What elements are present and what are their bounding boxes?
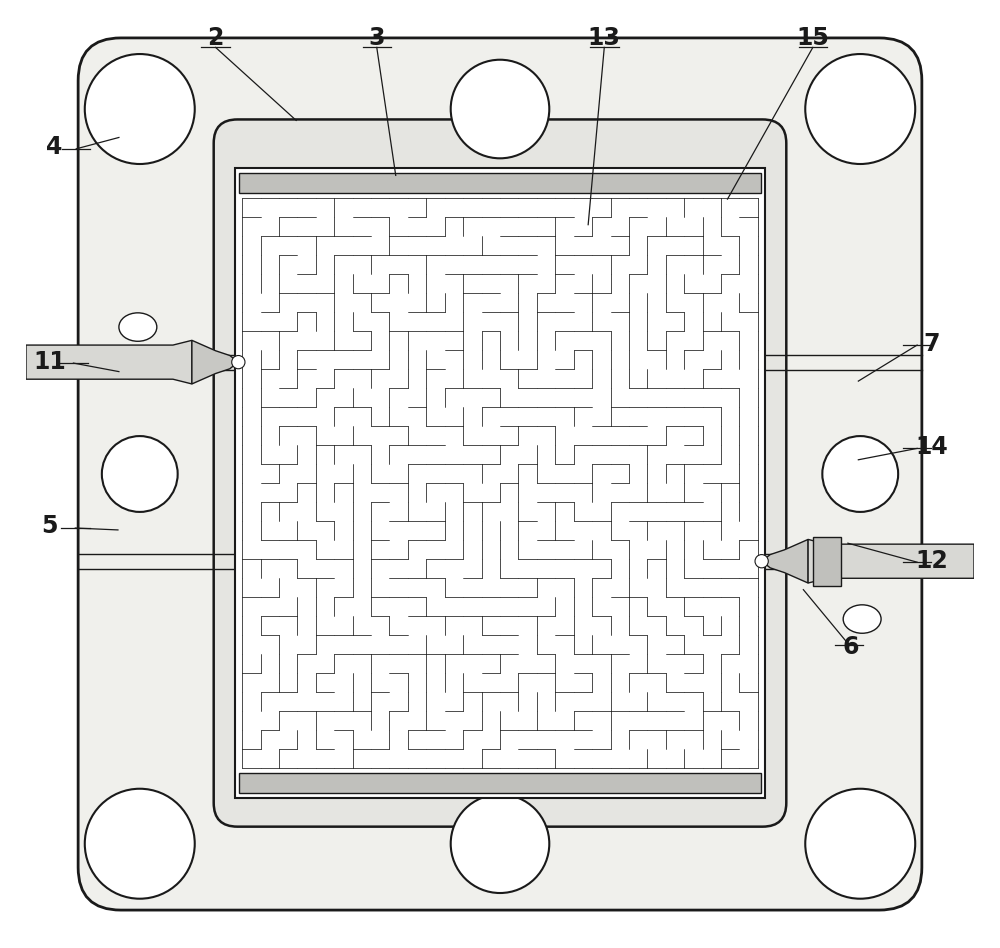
Polygon shape (808, 539, 974, 583)
Text: 4: 4 (46, 135, 63, 159)
Circle shape (805, 54, 915, 164)
Text: 12: 12 (915, 549, 948, 574)
Text: 3: 3 (369, 26, 385, 50)
FancyBboxPatch shape (214, 119, 786, 827)
FancyBboxPatch shape (78, 38, 922, 910)
Text: 2: 2 (207, 26, 224, 50)
Bar (235, 168, 765, 798)
Bar (239, 173, 761, 193)
Circle shape (232, 356, 245, 369)
Text: 15: 15 (796, 26, 829, 50)
Circle shape (102, 436, 178, 512)
Text: 13: 13 (588, 26, 621, 50)
Polygon shape (192, 340, 235, 384)
Text: 5: 5 (41, 514, 58, 538)
Circle shape (822, 436, 898, 512)
Circle shape (85, 789, 195, 899)
Circle shape (451, 60, 549, 158)
Circle shape (805, 789, 915, 899)
Text: 14: 14 (915, 435, 948, 460)
Circle shape (85, 54, 195, 164)
Polygon shape (26, 340, 192, 384)
Ellipse shape (843, 605, 881, 633)
Text: 7: 7 (923, 332, 940, 356)
Bar (813, 537, 841, 586)
Circle shape (755, 555, 768, 568)
Text: 6: 6 (843, 634, 859, 659)
Bar (239, 773, 761, 793)
Polygon shape (765, 539, 808, 583)
Ellipse shape (119, 313, 157, 341)
Text: 11: 11 (33, 350, 66, 374)
Circle shape (451, 794, 549, 893)
